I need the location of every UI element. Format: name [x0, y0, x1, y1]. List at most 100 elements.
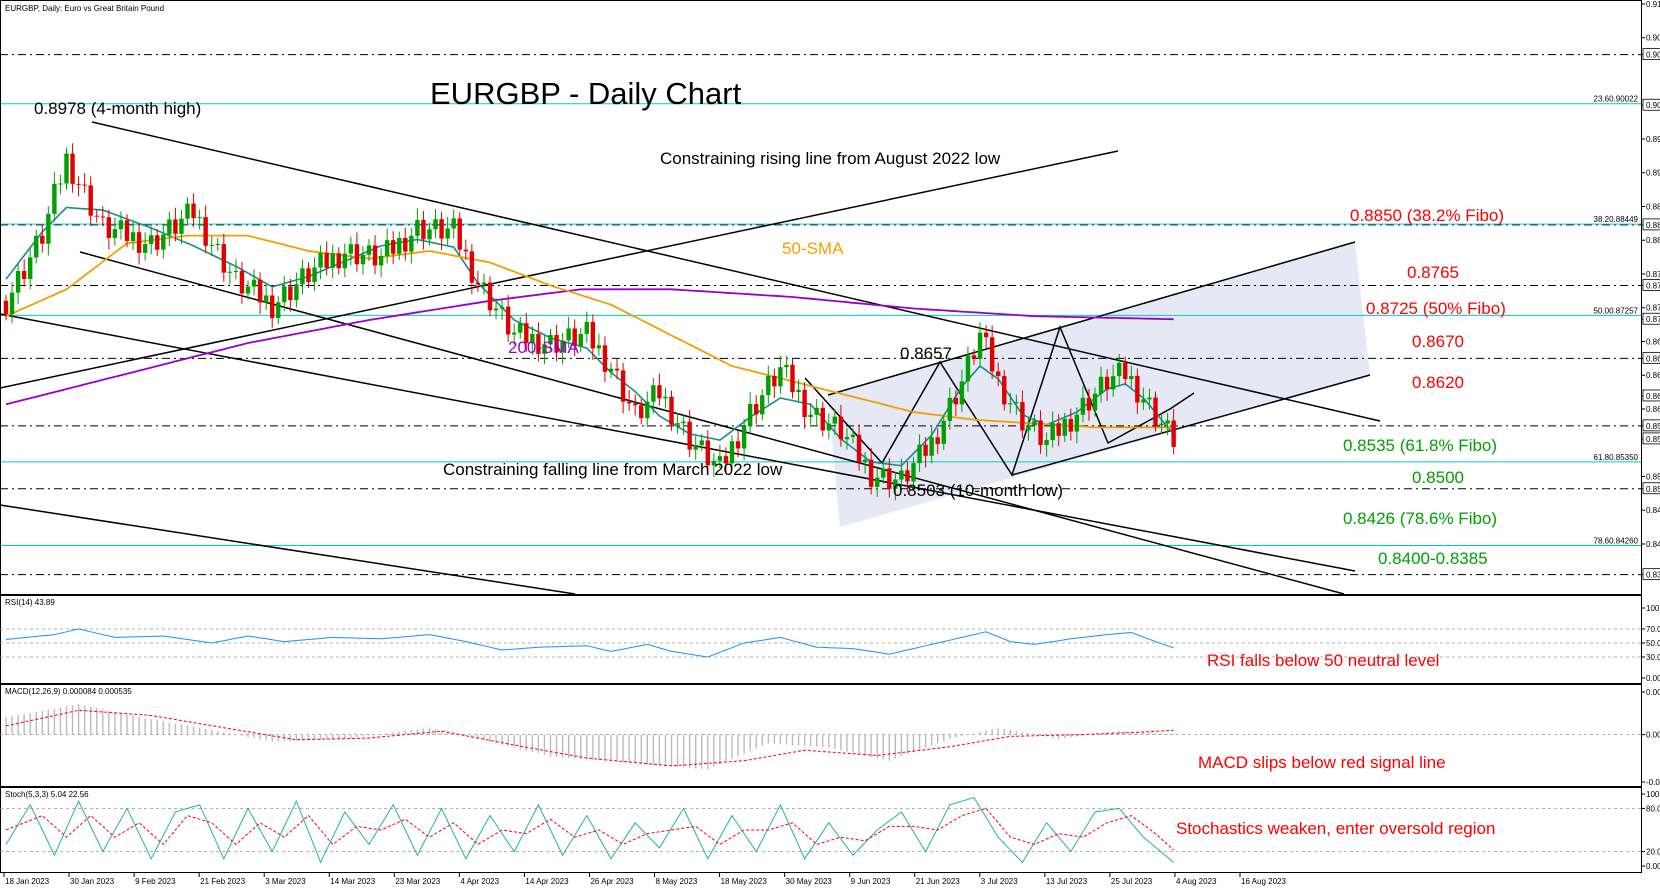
candle-body: [760, 395, 765, 415]
candle-body: [481, 282, 487, 285]
candle-body: [645, 401, 650, 419]
candlesticks: [3, 143, 1176, 501]
candle-body: [451, 218, 456, 229]
label-zone-8400-8385: 0.8400-0.8385: [1378, 549, 1488, 568]
candle-body: [505, 306, 511, 335]
candle-body: [881, 468, 886, 478]
candle-body: [64, 153, 69, 184]
candle-body: [875, 477, 880, 487]
candle-body: [149, 235, 154, 245]
candle-body: [590, 321, 596, 349]
candle-body: [663, 396, 668, 399]
candle-body: [52, 183, 57, 214]
candle-body: [826, 423, 831, 431]
candle-body: [772, 376, 777, 387]
date-label: 4 Aug 2023: [1176, 877, 1217, 886]
candle-body: [560, 340, 565, 353]
panel-frames: [0, 0, 1642, 873]
candle-body: [221, 244, 226, 273]
candle-body: [784, 364, 789, 368]
candle-body: [620, 370, 626, 402]
price-tick-label: 0.88444: [1646, 221, 1660, 230]
trendline-falling-middle: [0, 313, 1356, 572]
candle-body: [215, 244, 220, 246]
candle-body: [518, 323, 523, 333]
candle-body: [705, 440, 710, 466]
price-tick-label: 0.88240: [1646, 236, 1660, 245]
candle-body: [330, 253, 335, 268]
label-sma-200: 200-SMA: [508, 338, 580, 357]
candle-body: [336, 253, 341, 269]
candle-body: [366, 245, 372, 255]
date-axis: 18 Jan 2023 30 Jan 2023 9 Feb 2023 21 Feb 2…: [3, 873, 1286, 886]
price-tick-label: 0.85645: [1646, 435, 1660, 444]
candle-body: [778, 367, 783, 387]
candle-body: [354, 244, 360, 265]
candle-body: [493, 308, 499, 311]
candle-body: [1068, 418, 1073, 432]
candle-body: [723, 456, 729, 464]
candle-body: [88, 185, 93, 216]
candle-body: [1117, 362, 1122, 377]
candle-body: [251, 279, 257, 287]
candle-body: [191, 203, 196, 218]
symbol-info: EURGBP, Daily: Euro vs Great Britain Pou…: [5, 4, 164, 13]
indicator-tick-label: 30.00: [1646, 653, 1660, 662]
price-label-box: [1642, 98, 1660, 111]
price-tick-label: 0.91320: [1646, 0, 1660, 9]
candle-body: [58, 183, 63, 185]
stoch-info: Stoch(5,3,3) 5.04 22.56: [5, 790, 89, 799]
candle-body: [566, 328, 571, 341]
candle-body: [245, 286, 251, 294]
rsi-panel: 100.00 70.00 50.00 30.00 0.00: [0, 604, 1660, 683]
candle-body: [935, 437, 940, 444]
fibo-tag: 38.20.88449: [1594, 215, 1639, 224]
candle-body: [257, 279, 263, 303]
label-macd-note: MACD slips below red signal line: [1198, 753, 1446, 772]
indicator-tick-label: -0.005455: [1646, 778, 1660, 787]
label-10-month-low: 0.8503 (10-month low): [893, 481, 1063, 500]
candle-body: [34, 235, 39, 258]
indicator-tick-label: 80.00: [1646, 804, 1660, 813]
candle-body: [1056, 423, 1061, 436]
candle-body: [844, 436, 850, 440]
indicator-tick-label: 100.00: [1646, 604, 1660, 613]
label-rising-line: Constraining rising line from August 202…: [660, 149, 1001, 168]
date-label: 9 Feb 2023: [135, 877, 176, 886]
candle-body: [300, 268, 305, 285]
candle-body: [439, 219, 444, 239]
candle-body: [324, 252, 329, 268]
candle-body: [384, 240, 390, 256]
price-tick-label: 0.87209: [1646, 315, 1660, 324]
candle-body: [239, 270, 245, 294]
label-8765: 0.8765: [1407, 263, 1459, 282]
candle-body: [15, 271, 21, 293]
candle-body: [578, 333, 583, 346]
indicator-tick-label: 0.000000: [1646, 731, 1660, 740]
candle-body: [372, 245, 378, 266]
candle-body: [639, 405, 644, 419]
candle-body: [136, 232, 142, 253]
label-8670: 0.8670: [1412, 332, 1464, 351]
chart-title: EURGBP - Daily Chart: [430, 76, 742, 111]
candle-body: [360, 254, 366, 265]
label-stoch-note: Stochastics weaken, enter oversold regio…: [1176, 819, 1495, 838]
candle-body: [28, 257, 33, 279]
candle-body: [445, 228, 450, 239]
label-4-month-high: 0.8978 (4-month high): [34, 99, 201, 118]
candle-body: [747, 403, 753, 427]
candle-body: [693, 445, 698, 450]
date-label: 9 Jun 2023: [851, 877, 891, 886]
price-tick-label: 0.86480: [1646, 371, 1660, 380]
channel-upper-line: [827, 241, 1356, 396]
candle-body: [596, 345, 602, 349]
sma-50-line: [5, 234, 1174, 429]
candle-body: [469, 251, 475, 283]
fibonacci-tags: 23.60.90022 38.20.88449 50.00.87257 61.80.8…: [1594, 95, 1639, 546]
price-tick-label: 0.86040: [1646, 405, 1660, 414]
bollinger-band-lines: [5, 206, 1175, 467]
candle-body: [3, 300, 9, 315]
teal-average-line: [5, 206, 1175, 467]
